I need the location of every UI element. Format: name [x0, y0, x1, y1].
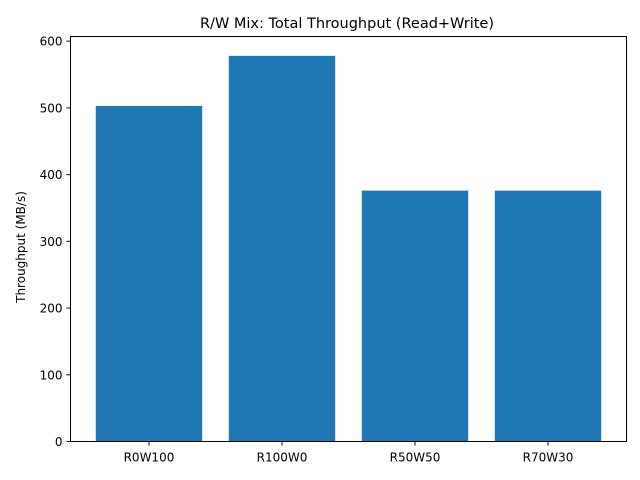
bar-r50w50 — [361, 190, 469, 442]
y-tick-label: 600 — [40, 35, 63, 49]
chart-title: R/W Mix: Total Throughput (Read+Write) — [200, 16, 494, 32]
plot-frame — [70, 36, 627, 442]
y-tick-label: 500 — [40, 101, 63, 115]
x-tick-label: R70W30 — [523, 451, 574, 465]
bar-group — [95, 55, 602, 442]
y-tick-label: 300 — [40, 235, 63, 249]
y-tick-label: 200 — [40, 302, 63, 316]
x-axis-ticks: R0W100 R100W0 R50W50 R70W30 — [124, 441, 574, 465]
bar-r70w30 — [494, 190, 602, 442]
y-tick-label: 100 — [40, 368, 63, 382]
y-axis-label: Throughput (MB/s) — [14, 191, 28, 304]
bar-r100w0 — [228, 55, 336, 442]
x-tick-label: R0W100 — [124, 451, 175, 465]
y-tick-label: 0 — [55, 435, 63, 449]
x-tick-label: R100W0 — [257, 451, 308, 465]
bar-r0w100 — [95, 105, 203, 442]
x-tick-label: R50W50 — [390, 451, 441, 465]
y-axis-ticks: 0 100 200 300 400 500 600 — [40, 35, 71, 449]
y-tick-label: 400 — [40, 168, 63, 182]
